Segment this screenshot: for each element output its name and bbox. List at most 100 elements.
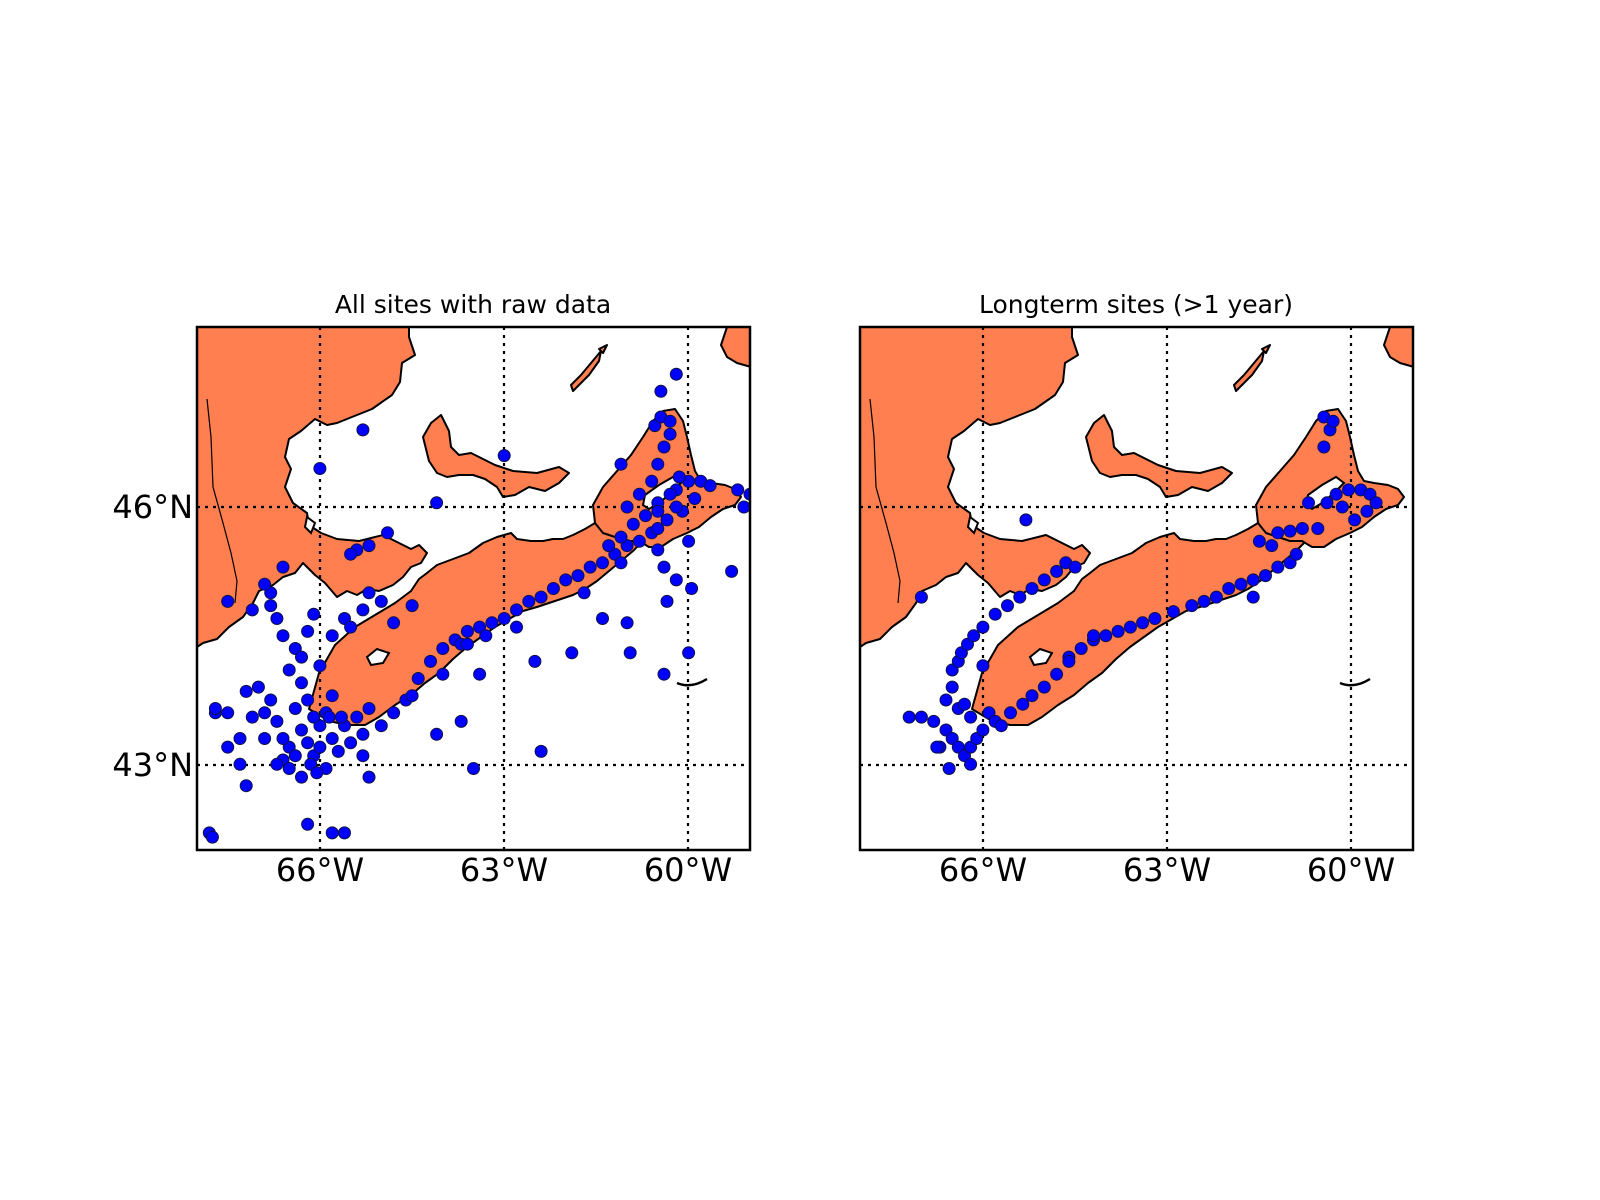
site-marker	[1037, 680, 1051, 694]
site-marker	[559, 573, 573, 587]
site-marker	[927, 714, 941, 728]
site-marker	[958, 697, 971, 711]
site-marker	[528, 654, 542, 668]
site-marker	[660, 513, 674, 527]
site-marker	[338, 826, 351, 840]
site-marker	[1246, 590, 1260, 604]
site-marker	[381, 526, 394, 540]
site-marker	[1302, 496, 1315, 510]
site-marker	[460, 624, 474, 638]
site-marker	[967, 629, 981, 643]
site-marker	[1348, 513, 1362, 527]
site-marker	[1050, 667, 1064, 681]
site-marker	[331, 744, 345, 758]
map-panel-left: All sites with raw data 46°N 43°N 66°W 6…	[112, 290, 752, 889]
xtick-label-66w: 66°W	[939, 851, 1027, 889]
site-marker	[239, 684, 253, 698]
site-marker	[1025, 689, 1039, 703]
site-marker	[660, 594, 674, 608]
site-marker	[436, 642, 450, 655]
site-marker	[651, 504, 665, 518]
site-marker	[1148, 612, 1162, 625]
site-marker	[930, 740, 944, 754]
site-marker	[270, 612, 284, 625]
site-marker	[534, 744, 548, 758]
site-marker	[1320, 496, 1334, 510]
site-marker	[1271, 560, 1285, 574]
site-marker	[473, 667, 487, 681]
site-marker	[310, 766, 324, 780]
site-marker	[596, 556, 609, 570]
panel-title-right: Longterm sites (>1 year)	[979, 290, 1293, 319]
site-marker	[251, 680, 265, 694]
site-marker	[1001, 599, 1014, 613]
site-marker	[233, 732, 247, 745]
site-marker	[239, 779, 253, 793]
site-marker	[356, 749, 370, 763]
site-marker	[583, 560, 597, 574]
site-marker	[522, 594, 536, 608]
site-marker	[663, 414, 677, 428]
site-marker	[276, 560, 290, 574]
site-marker	[663, 487, 677, 501]
site-marker	[1197, 594, 1211, 608]
site-marker	[1234, 577, 1248, 591]
site-marker	[295, 723, 308, 737]
site-marker	[737, 500, 750, 514]
site-marker	[436, 667, 450, 681]
site-marker	[1360, 504, 1374, 518]
site-marker	[1326, 414, 1340, 428]
sites-layer-right	[902, 410, 1383, 775]
site-marker	[669, 573, 683, 587]
site-marker	[623, 646, 637, 660]
site-marker	[743, 487, 750, 501]
site-marker	[654, 384, 668, 398]
site-marker	[510, 603, 523, 617]
xtick-label-60w: 60°W	[644, 851, 732, 889]
site-marker	[301, 624, 315, 638]
site-marker	[682, 646, 696, 660]
site-marker	[651, 543, 665, 557]
site-marker	[258, 577, 272, 591]
site-marker	[939, 693, 953, 707]
site-marker	[1311, 522, 1325, 535]
site-marker	[245, 710, 259, 724]
site-marker	[657, 440, 671, 454]
site-marker	[902, 710, 916, 724]
site-marker	[703, 479, 717, 493]
site-marker	[356, 603, 370, 617]
site-marker	[405, 599, 419, 613]
site-marker	[362, 586, 376, 600]
site-marker	[964, 757, 978, 771]
site-marker	[258, 732, 272, 745]
xtick-label-66w: 66°W	[276, 851, 364, 889]
site-marker	[651, 522, 665, 535]
site-marker	[387, 616, 401, 630]
site-marker	[424, 654, 437, 668]
site-marker	[1111, 624, 1125, 638]
site-marker	[534, 590, 548, 604]
site-marker	[301, 817, 315, 831]
site-marker	[1050, 564, 1064, 578]
site-marker	[565, 646, 579, 660]
site-marker	[276, 629, 290, 643]
site-marker	[362, 539, 376, 553]
site-marker	[964, 710, 978, 724]
ytick-label-43n: 43°N	[112, 746, 193, 784]
site-marker	[307, 710, 321, 724]
site-marker	[1289, 547, 1303, 561]
site-marker	[405, 689, 419, 703]
site-marker	[976, 659, 990, 673]
site-marker	[221, 706, 235, 720]
map-frame-right	[858, 325, 1415, 852]
site-marker	[1004, 706, 1017, 720]
site-marker	[1136, 616, 1150, 630]
site-marker	[639, 509, 652, 523]
site-marker	[976, 723, 990, 737]
site-marker	[1166, 605, 1180, 619]
site-marker	[1335, 500, 1349, 514]
site-marker	[1185, 599, 1199, 613]
site-marker	[454, 714, 468, 728]
site-marker	[945, 680, 959, 694]
